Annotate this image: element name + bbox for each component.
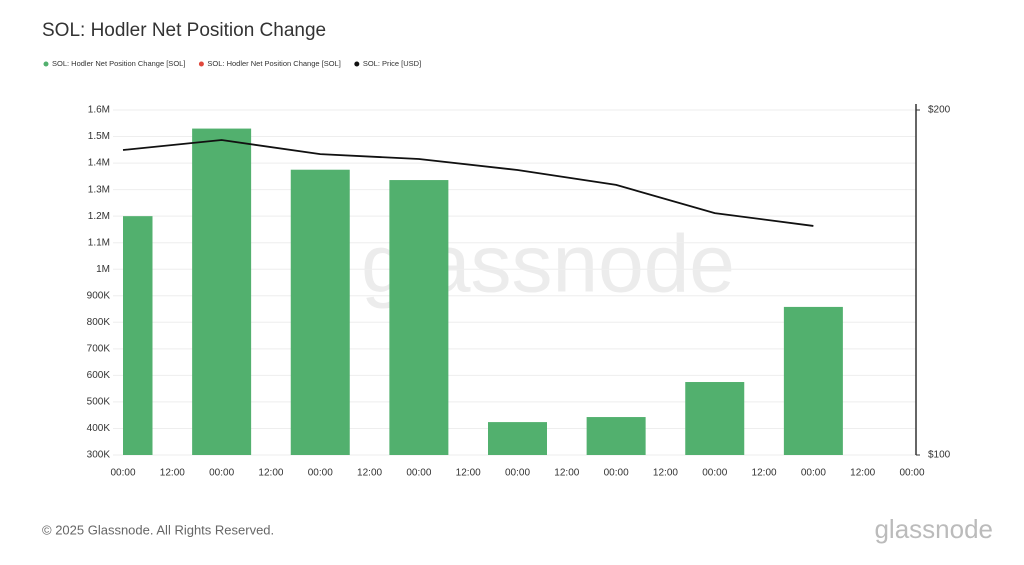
bar (389, 180, 449, 456)
logo: glassnode (874, 514, 993, 544)
x-tick-label: 00:00 (209, 468, 234, 479)
x-tick-label: 12:00 (554, 468, 579, 479)
y-tick-label: 1.1M (88, 237, 110, 248)
x-tick-label: 00:00 (702, 468, 727, 479)
legend: SOL: Hodler Net Position Change [SOL] SOL… (43, 59, 421, 68)
price-line (122, 139, 814, 227)
y-tick-label: 1M (96, 264, 110, 275)
y-tick-label: 300K (87, 450, 111, 461)
bar (685, 382, 745, 455)
bar (586, 417, 646, 455)
x-tick-label: 12:00 (357, 468, 382, 479)
y-tick-label: 800K (87, 317, 111, 328)
x-tick-label: 00:00 (308, 468, 333, 479)
y-tick-label: 500K (87, 397, 111, 408)
x-tick-label: 12:00 (752, 468, 777, 479)
x-tick-label: 12:00 (258, 468, 283, 479)
legend-label: SOL: Hodler Net Position Change [SOL] (52, 59, 185, 68)
y-tick-label: 1.3M (88, 184, 110, 195)
legend-swatch (198, 61, 204, 67)
x-tick-label: 12:00 (653, 468, 678, 479)
y-tick-label: 1.2M (88, 211, 110, 222)
y-tick-label: 1.5M (88, 131, 110, 142)
x-tick-label: 00:00 (801, 468, 826, 479)
y-tick-label: 1.4M (88, 158, 110, 169)
bar (192, 128, 252, 456)
x-tick-label: 12:00 (850, 468, 875, 479)
chart-title: SOL: Hodler Net Position Change (42, 20, 326, 41)
legend-label: SOL: Price [USD] (363, 59, 421, 68)
y2-tick-label: $200 (928, 105, 951, 116)
legend-swatch (354, 61, 360, 67)
bar (783, 306, 843, 455)
y-tick-label: 600K (87, 370, 111, 381)
y-tick-label: 700K (87, 343, 111, 354)
x-tick-label: 00:00 (899, 468, 924, 479)
x-tick-label: 12:00 (456, 468, 481, 479)
bar (123, 216, 153, 455)
x-tick-label: 00:00 (110, 468, 135, 479)
x-tick-label: 00:00 (604, 468, 629, 479)
legend-label: SOL: Hodler Net Position Change [SOL] (207, 59, 340, 68)
legend-swatch (43, 61, 49, 67)
y-tick-label: 1.6M (88, 105, 110, 116)
y-tick-label: 400K (87, 423, 111, 434)
bar (488, 422, 547, 455)
y2-tick-label: $100 (928, 450, 951, 461)
bar (290, 169, 350, 455)
x-tick-label: 00:00 (505, 468, 530, 479)
x-tick-label: 12:00 (160, 468, 185, 479)
y-tick-label: 900K (87, 290, 111, 301)
x-tick-label: 00:00 (406, 468, 431, 479)
footer: © 2025 Glassnode. All Rights Reserved. (42, 522, 274, 537)
plot (123, 128, 843, 456)
